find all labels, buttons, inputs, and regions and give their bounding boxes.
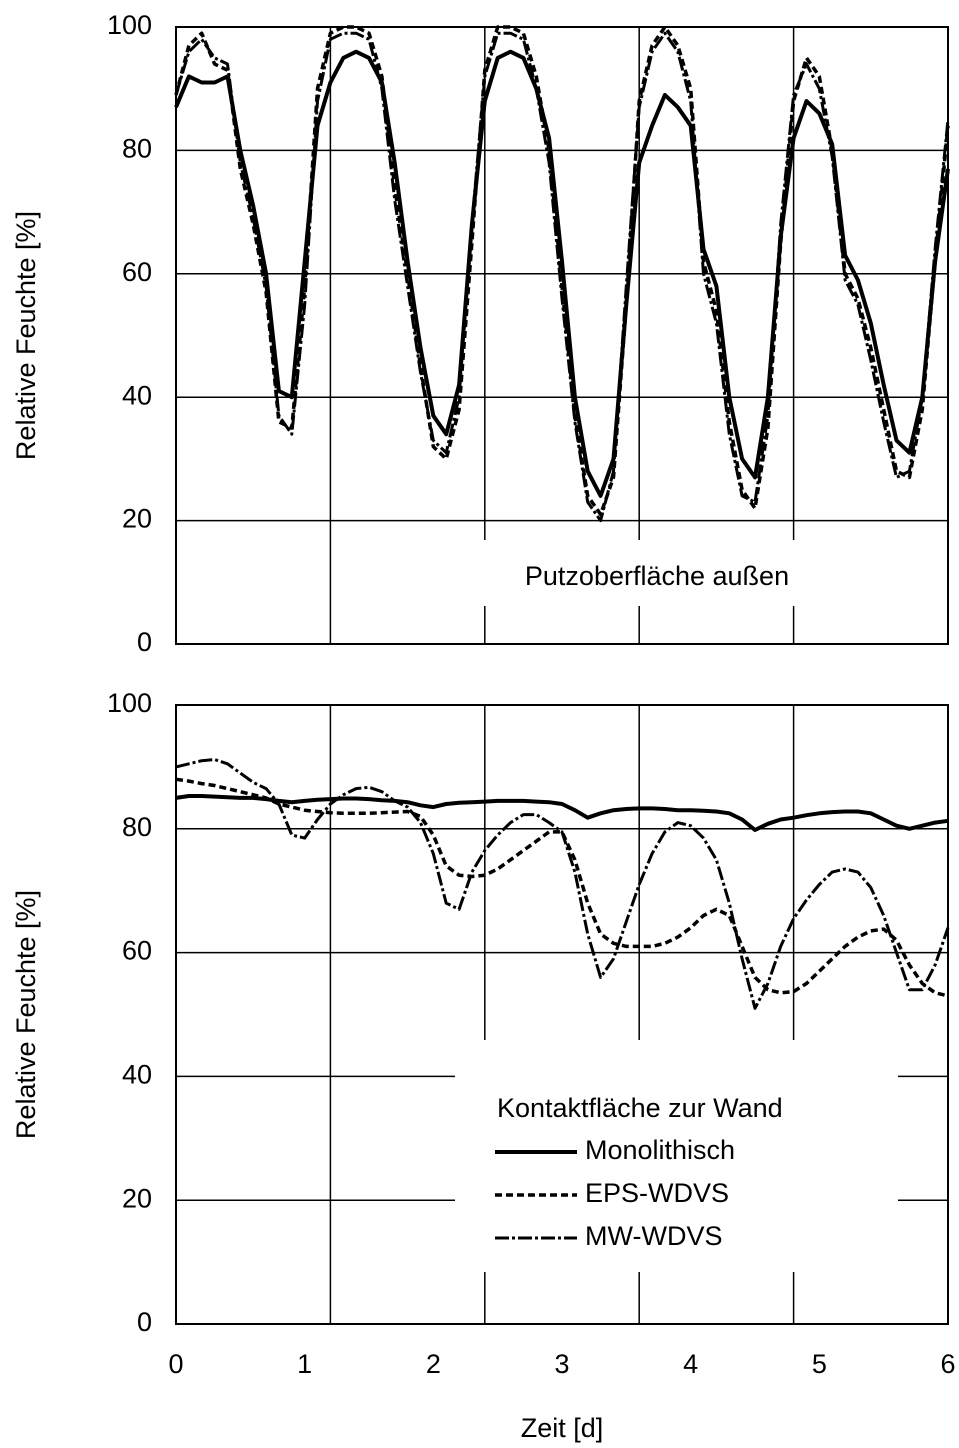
plot-border [175, 704, 949, 1325]
y-tick-label: 40 [122, 380, 152, 410]
x-tick-label: 1 [297, 1349, 312, 1379]
legend-label: MW-WDVS [585, 1221, 722, 1251]
x-tick-label: 3 [554, 1349, 569, 1379]
y-tick-label: 60 [122, 257, 152, 287]
y-tick-label: 100 [107, 10, 152, 40]
series-line [175, 794, 949, 832]
y-tick-label: 20 [122, 1183, 152, 1213]
annotation-box [482, 540, 832, 606]
annotation: Putzoberfläche außen [525, 561, 789, 591]
y-axis-label: Relative Feuchte [%] [11, 211, 41, 460]
x-axis-label: Zeit [d] [521, 1413, 604, 1443]
x-tick-label: 4 [683, 1349, 698, 1379]
legend-label: EPS-WDVS [585, 1178, 729, 1208]
plot-border [175, 26, 949, 645]
y-tick-label: 20 [122, 504, 152, 534]
series-line [175, 777, 949, 998]
y-tick-label: 0 [137, 627, 152, 657]
y-tick-label: 100 [107, 688, 152, 718]
y-tick-label: 80 [122, 812, 152, 842]
x-tick-label: 2 [426, 1349, 441, 1379]
x-tick-label: 0 [168, 1349, 183, 1379]
y-axis-label: Relative Feuchte [%] [11, 890, 41, 1139]
legend-title: Kontaktfläche zur Wand [497, 1093, 783, 1123]
x-tick-label: 6 [940, 1349, 955, 1379]
series-line [175, 758, 950, 1010]
y-tick-label: 40 [122, 1060, 152, 1090]
x-tick-label: 5 [812, 1349, 827, 1379]
y-tick-label: 0 [137, 1307, 152, 1337]
y-tick-label: 60 [122, 936, 152, 966]
series-line [174, 31, 950, 523]
legend-box [455, 1040, 898, 1272]
legend-label: Monolithisch [585, 1135, 735, 1165]
y-tick-label: 80 [122, 134, 152, 164]
